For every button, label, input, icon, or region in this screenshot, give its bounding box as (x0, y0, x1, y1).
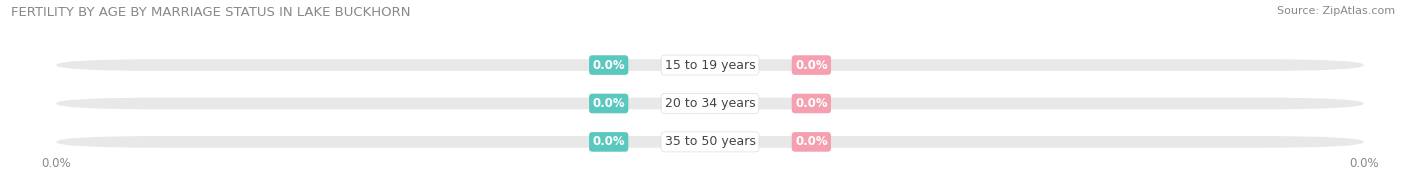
Text: 0.0%: 0.0% (592, 59, 626, 72)
Text: Source: ZipAtlas.com: Source: ZipAtlas.com (1277, 6, 1395, 16)
FancyBboxPatch shape (56, 136, 1364, 148)
Text: 35 to 50 years: 35 to 50 years (665, 135, 755, 148)
Text: FERTILITY BY AGE BY MARRIAGE STATUS IN LAKE BUCKHORN: FERTILITY BY AGE BY MARRIAGE STATUS IN L… (11, 6, 411, 19)
Text: 0.0%: 0.0% (794, 59, 828, 72)
Text: 20 to 34 years: 20 to 34 years (665, 97, 755, 110)
Text: 0.0%: 0.0% (794, 135, 828, 148)
FancyBboxPatch shape (56, 98, 1364, 109)
Text: 15 to 19 years: 15 to 19 years (665, 59, 755, 72)
Text: 0.0%: 0.0% (592, 97, 626, 110)
Text: 0.0%: 0.0% (794, 97, 828, 110)
FancyBboxPatch shape (56, 59, 1364, 71)
Text: 0.0%: 0.0% (592, 135, 626, 148)
